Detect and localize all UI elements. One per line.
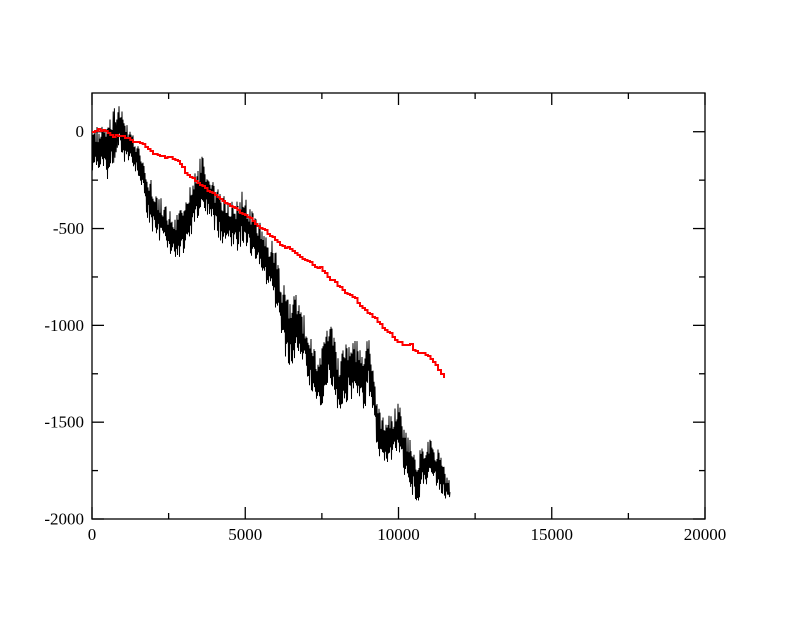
series-black-line: [91, 106, 451, 501]
x-axis-tick-label: 0: [88, 525, 97, 544]
x-axis-tick-label: 10000: [377, 525, 420, 544]
y-axis-tick-label: -2000: [44, 510, 84, 529]
x-axis-tick-label: 15000: [531, 525, 574, 544]
series-red-line: [92, 128, 445, 378]
x-axis-tick-label: 5000: [228, 525, 262, 544]
y-axis-tick-label: -500: [53, 219, 84, 238]
x-axis-tick-label: 20000: [684, 525, 727, 544]
y-axis-tick-label: 0: [76, 122, 85, 141]
y-axis-tick-label: -1000: [44, 316, 84, 335]
y-axis-tick-label: -1500: [44, 413, 84, 432]
